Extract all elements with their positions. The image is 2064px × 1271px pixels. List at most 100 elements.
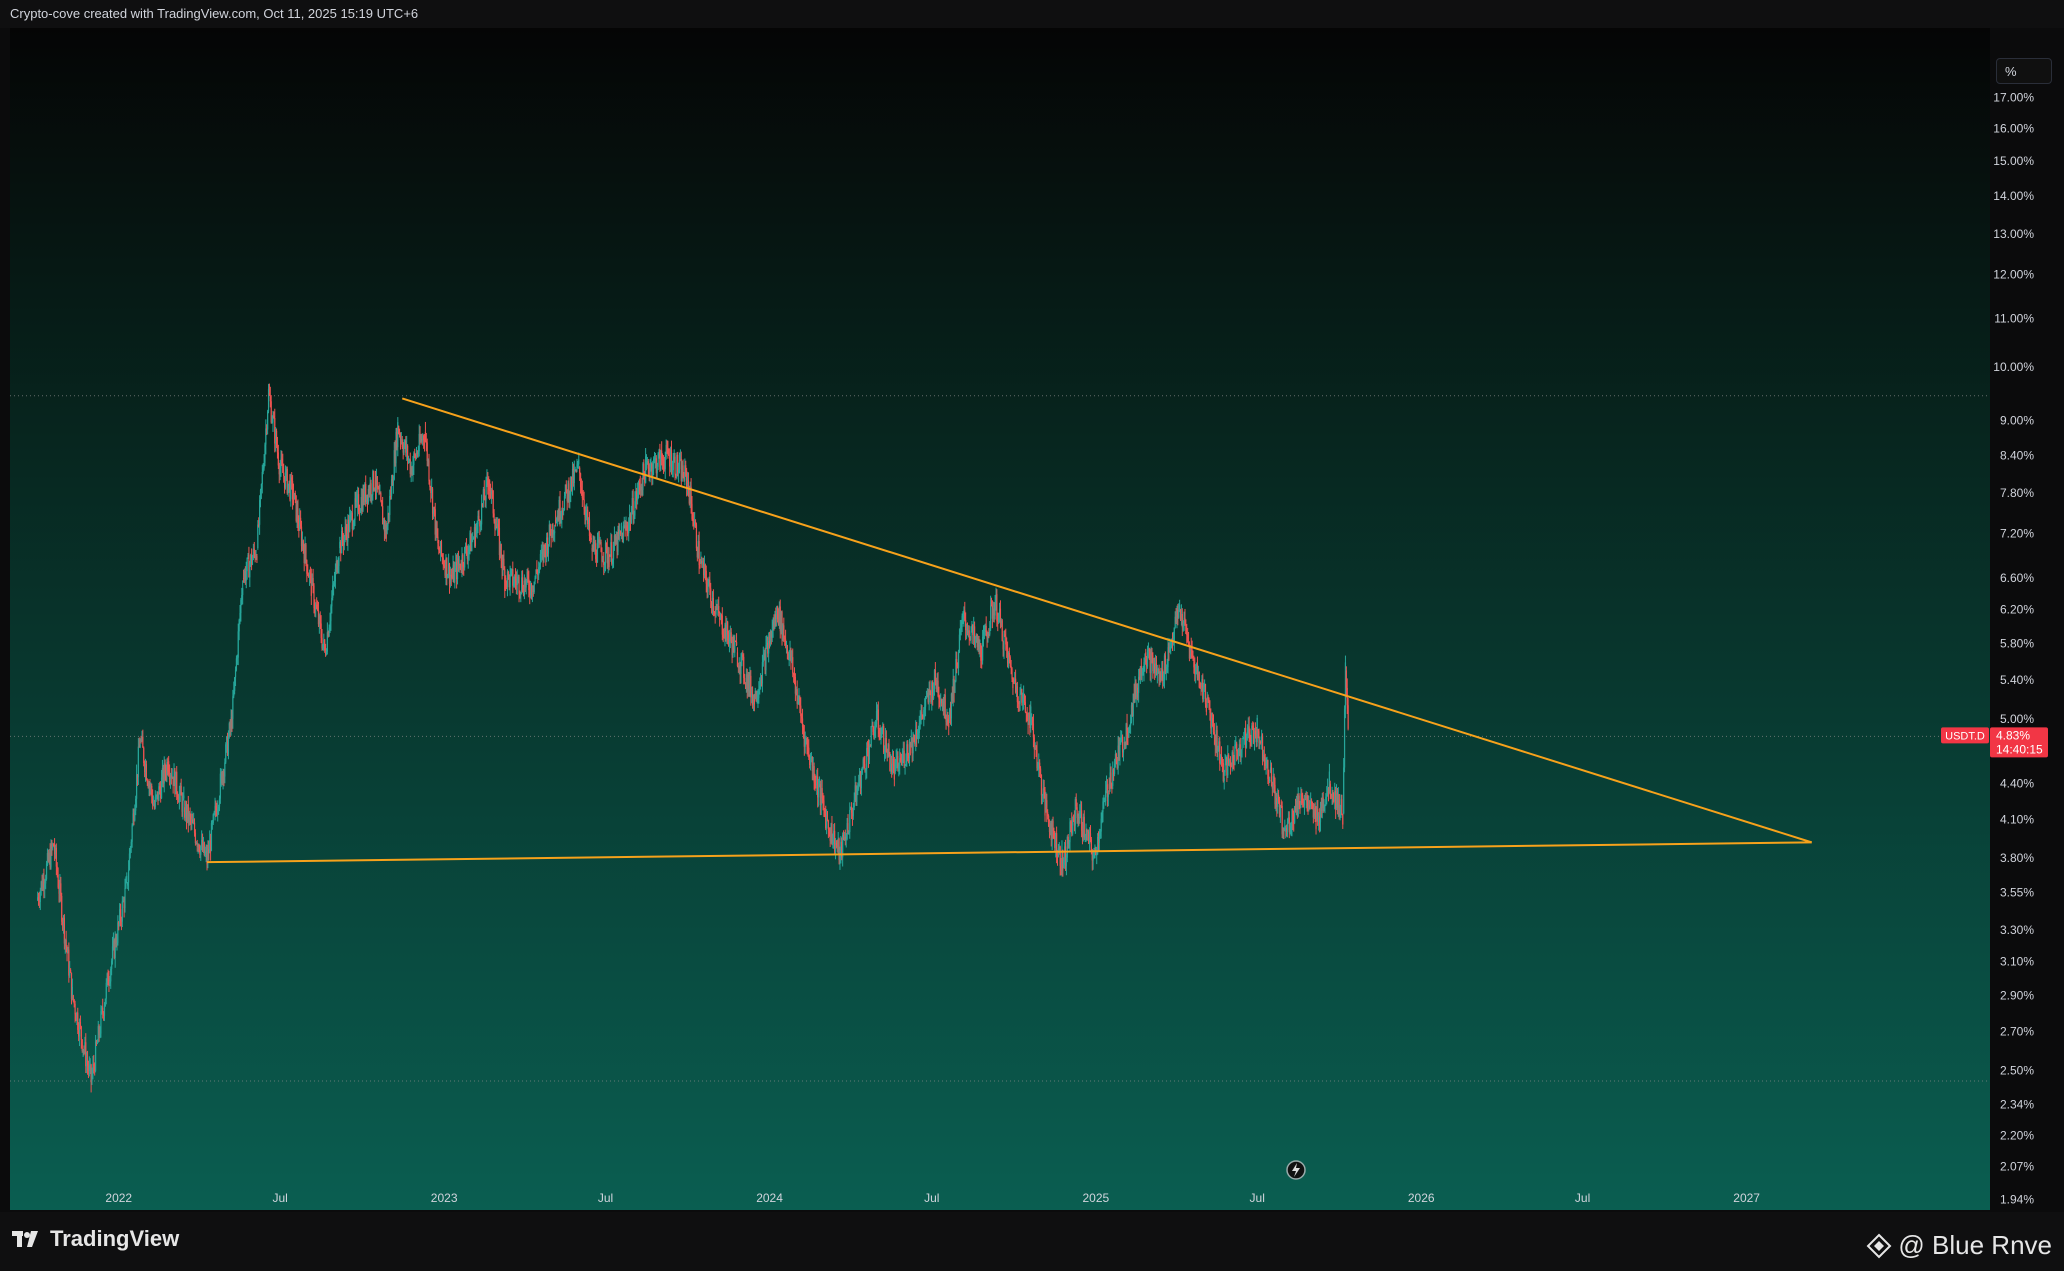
candle (612, 559, 614, 564)
x-tick-label: 2023 (431, 1191, 458, 1205)
candle (503, 558, 505, 570)
candle (893, 764, 895, 780)
candle (1317, 809, 1319, 826)
candle (1301, 793, 1303, 803)
candle (753, 695, 755, 705)
candle (491, 489, 493, 491)
candle (816, 776, 818, 786)
candle (1051, 820, 1053, 840)
candle (841, 841, 843, 858)
candle (758, 688, 760, 698)
candle (154, 797, 156, 808)
candle (967, 630, 969, 634)
candle (135, 798, 137, 811)
candle (546, 537, 548, 558)
candle (700, 561, 702, 563)
candle (772, 621, 774, 630)
candle (464, 547, 466, 568)
candle (656, 466, 658, 474)
candle (495, 526, 497, 530)
candle (987, 634, 989, 639)
candle (498, 527, 501, 555)
candle (316, 608, 319, 610)
candle (777, 609, 780, 625)
candle (1121, 736, 1123, 738)
trendline[interactable] (401, 397, 1813, 844)
candle (358, 511, 361, 513)
percent-scale-button[interactable]: % (1996, 58, 2052, 84)
candle (1288, 817, 1290, 833)
candle (906, 744, 908, 761)
candle (1104, 801, 1106, 803)
candle (1203, 687, 1205, 700)
usdt-dominance-chart[interactable]: 17.00%16.00%15.00%14.00%13.00%12.00%11.0… (0, 28, 2064, 1212)
candle (1277, 794, 1279, 808)
candle (441, 554, 443, 558)
candle (806, 739, 808, 747)
candle (664, 456, 666, 470)
candle (357, 494, 359, 507)
candle (1022, 699, 1024, 703)
candle (805, 739, 807, 741)
candle (52, 843, 54, 849)
y-tick-label: 5.80% (2000, 637, 2034, 651)
candle (512, 569, 514, 586)
candle (155, 795, 157, 798)
candle (752, 695, 755, 706)
candle (697, 541, 699, 558)
candle (986, 632, 988, 639)
chart-area[interactable]: 17.00% 16.00% 15.00% 14.00% 13.00% 12.00% 11.0… (0, 28, 2064, 1212)
candle (570, 476, 572, 495)
candle (1056, 833, 1058, 857)
candle (382, 519, 385, 525)
candle (367, 488, 369, 503)
candle (572, 468, 575, 484)
candle (40, 881, 42, 891)
candle (1034, 748, 1036, 750)
candle (769, 630, 772, 646)
candle (431, 488, 434, 514)
candle (180, 785, 182, 796)
candle (1159, 671, 1161, 681)
candle (381, 500, 383, 507)
candle (898, 766, 900, 771)
candle (596, 559, 598, 563)
candle (214, 805, 216, 813)
candle (1292, 809, 1294, 821)
candle (1306, 795, 1308, 803)
candle (1253, 730, 1256, 743)
candle (611, 542, 613, 564)
candle (546, 537, 549, 554)
candle (789, 649, 791, 654)
candle (467, 551, 469, 559)
lightning-icon[interactable] (1286, 1160, 1306, 1180)
candle (407, 459, 410, 461)
trendline[interactable] (207, 841, 1812, 864)
candle (1243, 738, 1245, 740)
candle (574, 469, 576, 471)
candle (1054, 835, 1056, 848)
candle (236, 657, 238, 659)
candle (537, 572, 539, 576)
candle (1203, 684, 1206, 688)
candle (427, 460, 429, 462)
candle (263, 462, 265, 469)
candle (1178, 611, 1180, 618)
candle (1162, 669, 1164, 681)
candle (648, 469, 650, 476)
candle (590, 537, 592, 540)
candle (817, 776, 819, 798)
candle (308, 572, 311, 578)
candle (1302, 795, 1304, 804)
tradingview-logo[interactable]: TradingView (12, 1226, 179, 1252)
candle (332, 585, 334, 598)
candle (496, 526, 498, 529)
candle (1052, 820, 1054, 832)
candle (1208, 699, 1210, 709)
candle (873, 731, 875, 738)
candle (443, 564, 445, 566)
candle (563, 496, 566, 510)
candle (78, 1029, 80, 1037)
candle (565, 484, 567, 490)
candle (809, 759, 812, 766)
